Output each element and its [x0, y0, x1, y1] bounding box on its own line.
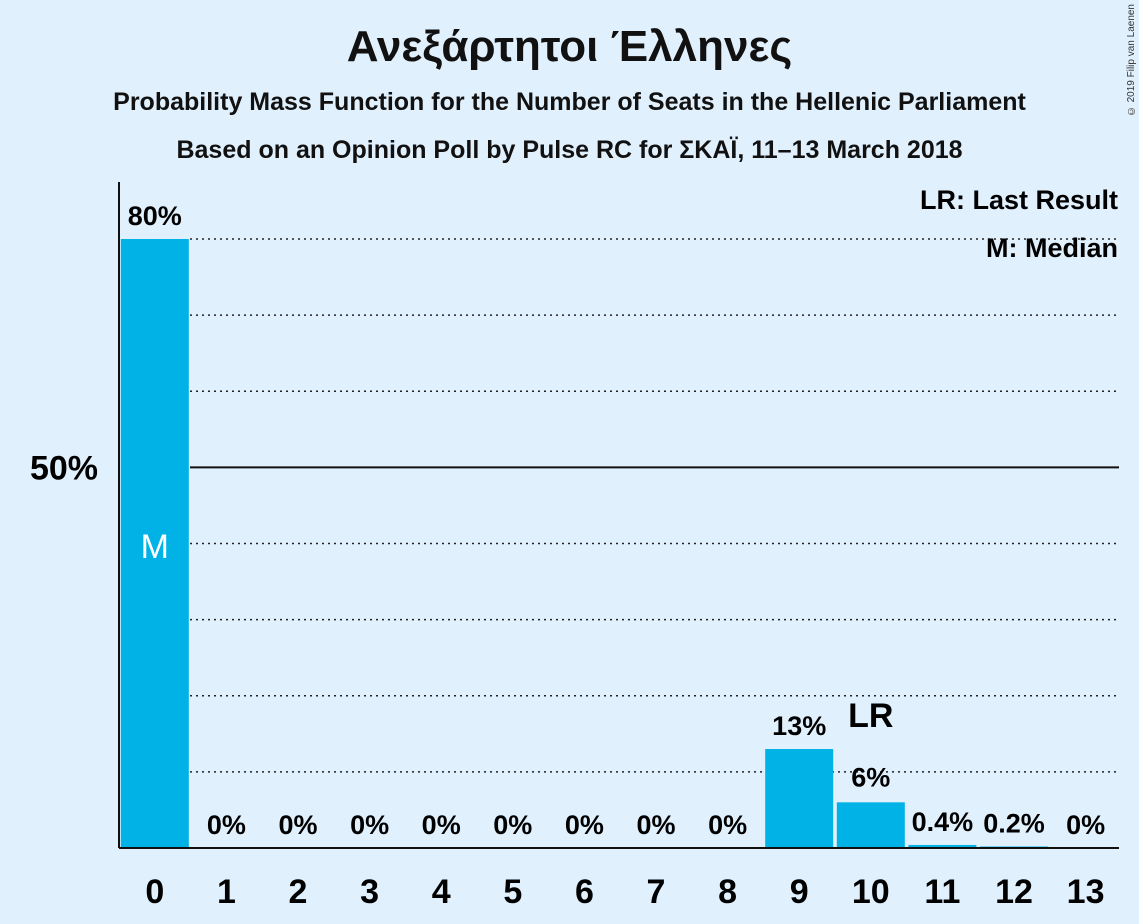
bar-11	[908, 844, 977, 848]
value-label-3: 0%	[350, 810, 389, 840]
value-label-6: 0%	[565, 810, 604, 840]
chart-title: Ανεξάρτητοι Έλληνες	[346, 22, 793, 71]
legend-median: M: Median	[986, 233, 1118, 263]
value-label-12: 0.2%	[983, 808, 1045, 838]
value-label-0: 80%	[128, 201, 182, 231]
value-label-8: 0%	[708, 810, 747, 840]
chart-subtitle: Probability Mass Function for the Number…	[113, 88, 1026, 116]
gridlines	[190, 238, 1119, 773]
x-tick-label: 1	[217, 873, 236, 911]
value-label-2: 0%	[278, 810, 317, 840]
x-tick-label: 5	[503, 873, 522, 911]
x-tick-label: 2	[289, 873, 308, 911]
x-tick-label: 4	[432, 873, 451, 911]
bar-9	[765, 749, 834, 848]
x-tick-label: 6	[575, 873, 594, 911]
markers: M LR	[141, 528, 894, 735]
value-label-1: 0%	[207, 810, 246, 840]
y-tick-labels: 50%	[30, 449, 98, 487]
x-tick-label: 8	[718, 873, 737, 911]
bar-10	[836, 802, 905, 848]
chart-source: Based on an Opinion Poll by Pulse RC for…	[176, 136, 963, 164]
x-tick-label: 0	[145, 873, 164, 911]
last-result-marker: LR	[848, 697, 893, 735]
value-label-11: 0.4%	[912, 807, 974, 837]
x-tick-label: 7	[647, 873, 666, 911]
bar-0	[120, 239, 189, 848]
median-marker: M	[141, 528, 169, 566]
value-label-9: 13%	[772, 711, 826, 741]
x-tick-labels: 0 1 2 3 4 5 6 7 8 9 10 11 12 13	[145, 873, 1104, 911]
bars	[120, 239, 1048, 848]
value-label-10: 6%	[851, 762, 890, 792]
x-tick-label: 3	[360, 873, 379, 911]
legend-last-result: LR: Last Result	[920, 185, 1118, 215]
x-tick-label: 12	[995, 873, 1033, 911]
y-tick-label: 50%	[30, 449, 98, 487]
value-label-4: 0%	[422, 810, 461, 840]
value-label-13: 0%	[1066, 810, 1105, 840]
value-label-5: 0%	[493, 810, 532, 840]
x-tick-label: 11	[924, 873, 960, 911]
x-tick-label: 13	[1067, 873, 1105, 911]
value-labels: 80% 0% 0% 0% 0% 0% 0% 0% 0% 13% 6% 0.4% 0.2% 0%	[128, 201, 1105, 840]
value-label-7: 0%	[636, 810, 675, 840]
x-tick-label: 9	[790, 873, 809, 911]
x-tick-label: 10	[852, 873, 890, 911]
